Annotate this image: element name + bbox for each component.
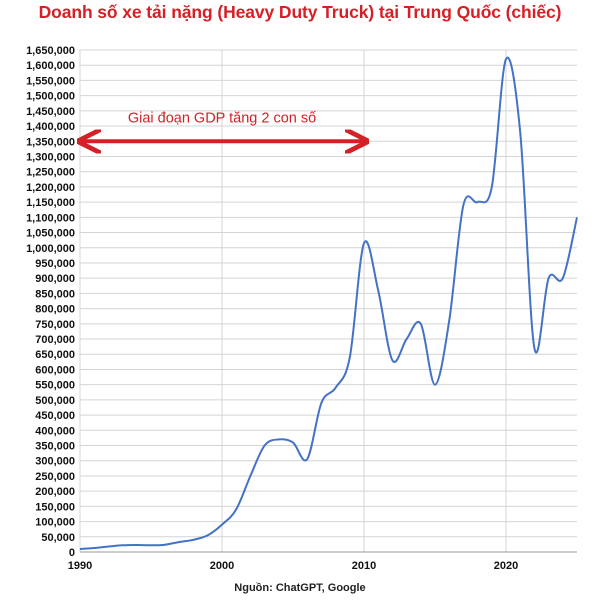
y-tick-label: 1,400,000 [26, 121, 75, 133]
y-tick-label: 500,000 [35, 395, 75, 407]
y-tick-label: 1,050,000 [26, 228, 75, 240]
y-tick-label: 250,000 [35, 471, 75, 483]
y-tick-label: 200,000 [35, 486, 75, 498]
y-tick-label: 1,550,000 [26, 75, 75, 87]
x-tick-label: 2020 [494, 560, 518, 572]
series-line [79, 56, 578, 550]
gdp-annotation: Giai đoạn GDP tăng 2 con số [82, 110, 364, 141]
y-tick-label: 950,000 [35, 258, 75, 270]
source-note: Nguồn: ChatGPT, Google [234, 582, 366, 594]
y-tick-label: 700,000 [35, 334, 75, 346]
y-tick-label: 1,650,000 [26, 45, 75, 57]
x-axis-ticks: 1990 2000 2010 2020 [68, 560, 518, 572]
y-tick-label: 0 [69, 547, 75, 559]
annotation-text: Giai đoạn GDP tăng 2 con số [128, 110, 316, 126]
y-tick-label: 1,250,000 [26, 167, 75, 179]
y-tick-label: 850,000 [35, 288, 75, 300]
x-tick-label: 1990 [68, 560, 92, 572]
y-tick-label: 1,300,000 [26, 151, 75, 163]
y-tick-label: 300,000 [35, 456, 75, 468]
y-tick-label: 1,600,000 [26, 60, 75, 72]
y-tick-label: 1,450,000 [26, 106, 75, 118]
y-axis-ticks: 0 50,000 100,000 150,000 200,000 250,000 300,0… [26, 45, 75, 559]
y-tick-label: 550,000 [35, 380, 75, 392]
chart-title: Doanh số xe tải nặng (Heavy Duty Truck) … [38, 2, 562, 22]
y-tick-label: 1,500,000 [26, 91, 75, 103]
y-tick-label: 400,000 [35, 425, 75, 437]
y-tick-label: 1,100,000 [26, 212, 75, 224]
y-tick-label: 800,000 [35, 304, 75, 316]
y-tick-label: 600,000 [35, 364, 75, 376]
y-tick-label: 50,000 [41, 532, 75, 544]
y-tick-label: 450,000 [35, 410, 75, 422]
y-tick-label: 650,000 [35, 349, 75, 361]
y-tick-label: 350,000 [35, 441, 75, 453]
y-tick-label: 1,350,000 [26, 136, 75, 148]
y-tick-label: 1,200,000 [26, 182, 75, 194]
y-tick-label: 1,000,000 [26, 243, 75, 255]
y-tick-label: 150,000 [35, 501, 75, 513]
y-tick-label: 900,000 [35, 273, 75, 285]
y-tick-label: 750,000 [35, 319, 75, 331]
x-tick-label: 2000 [210, 560, 234, 572]
y-tick-label: 100,000 [35, 517, 75, 529]
y-tick-label: 1,150,000 [26, 197, 75, 209]
x-tick-label: 2010 [352, 560, 376, 572]
